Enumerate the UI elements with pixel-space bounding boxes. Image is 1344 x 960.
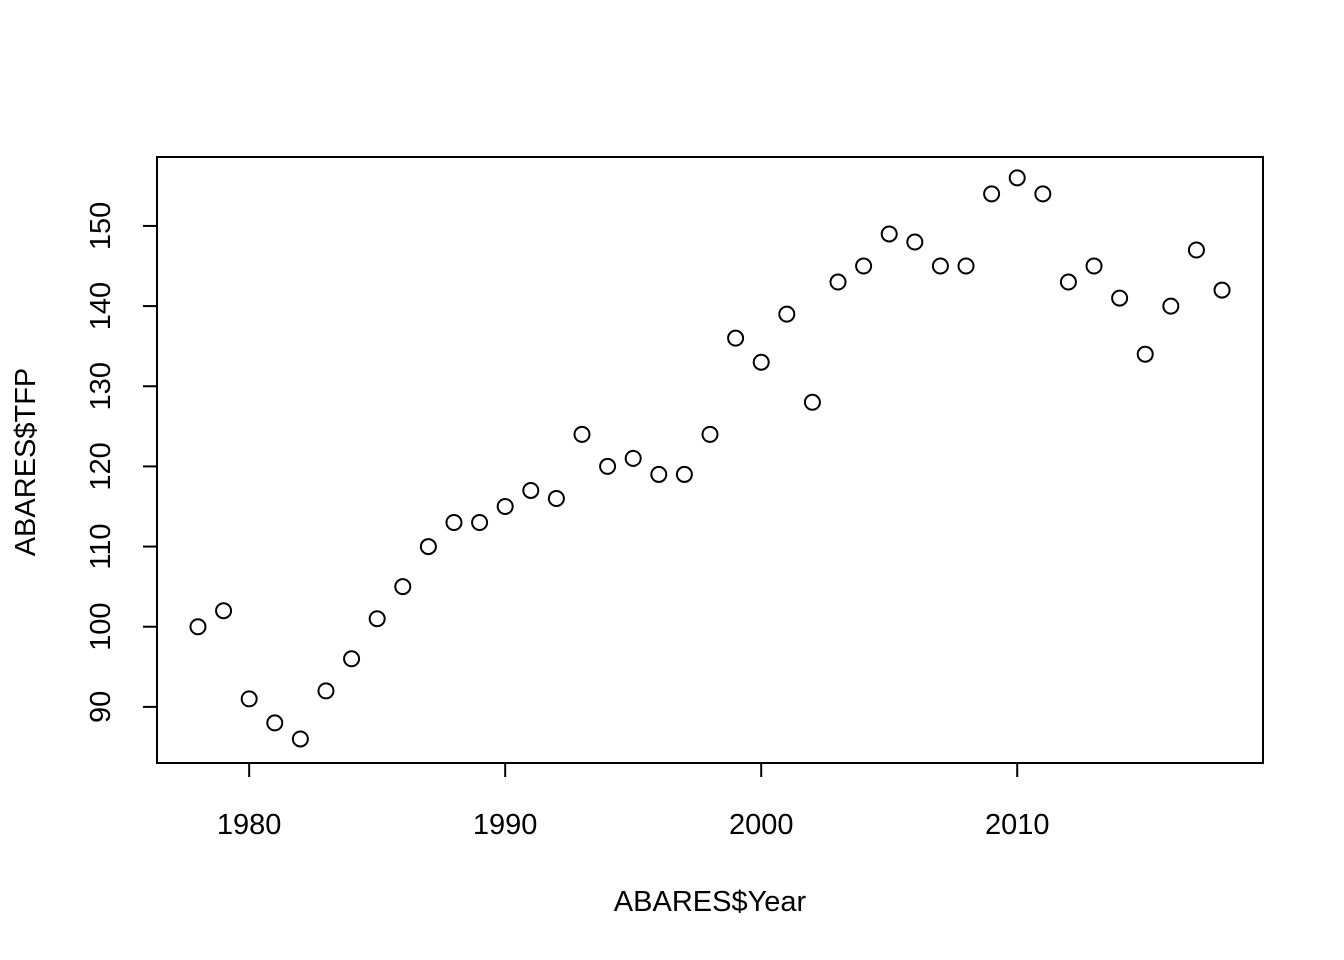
- data-point: [1162, 297, 1180, 315]
- data-point: [522, 481, 540, 499]
- data-point: [752, 353, 770, 371]
- data-point: [419, 538, 437, 556]
- y-axis-label: ABARES$TFP: [10, 368, 42, 557]
- data-point: [368, 610, 386, 628]
- data-point: [317, 682, 335, 700]
- data-point: [266, 714, 284, 732]
- data-point: [829, 273, 847, 291]
- data-point: [1213, 281, 1231, 299]
- y-axis: 90 100 110 120 130 140 150: [85, 202, 158, 723]
- data-point: [291, 730, 309, 748]
- data-point: [189, 618, 207, 636]
- data-point: [957, 257, 975, 275]
- data-point: [215, 602, 233, 620]
- y-tick-label: 120: [85, 442, 117, 490]
- data-point: [1034, 185, 1052, 203]
- y-tick-label: 130: [85, 362, 117, 410]
- data-point: [727, 329, 745, 347]
- data-points: [189, 169, 1231, 748]
- y-tick-label: 100: [85, 603, 117, 651]
- data-point: [343, 650, 361, 668]
- data-point: [983, 185, 1001, 203]
- data-point: [778, 305, 796, 323]
- data-point: [445, 514, 463, 532]
- data-point: [471, 514, 489, 532]
- data-point: [803, 393, 821, 411]
- y-tick-label: 110: [85, 523, 117, 569]
- data-point: [880, 225, 898, 243]
- data-point: [1111, 289, 1129, 307]
- data-point: [931, 257, 949, 275]
- data-point: [624, 449, 642, 467]
- data-point: [599, 457, 617, 475]
- data-point: [1008, 169, 1026, 187]
- x-tick-label: 2000: [729, 809, 794, 841]
- data-point: [240, 690, 258, 708]
- data-point: [1136, 345, 1154, 363]
- data-point: [650, 465, 668, 483]
- y-tick-label: 140: [85, 282, 117, 330]
- data-point: [1059, 273, 1077, 291]
- data-point: [1085, 257, 1103, 275]
- data-point: [855, 257, 873, 275]
- y-tick-label: 150: [85, 202, 117, 250]
- x-axis-label: ABARES$Year: [614, 886, 807, 918]
- data-point: [496, 497, 514, 515]
- data-point: [1187, 241, 1205, 259]
- data-point: [573, 425, 591, 443]
- x-axis: 1980 1990 2000 2010: [217, 762, 1050, 841]
- data-point: [906, 233, 924, 251]
- x-tick-label: 1990: [473, 809, 538, 841]
- x-tick-label: 1980: [217, 809, 282, 841]
- data-point: [547, 489, 565, 507]
- data-point: [675, 465, 693, 483]
- x-tick-label: 2010: [985, 809, 1050, 841]
- y-tick-label: 90: [85, 691, 117, 723]
- data-point: [701, 425, 719, 443]
- plot-frame: [156, 156, 1264, 764]
- data-point: [394, 578, 412, 596]
